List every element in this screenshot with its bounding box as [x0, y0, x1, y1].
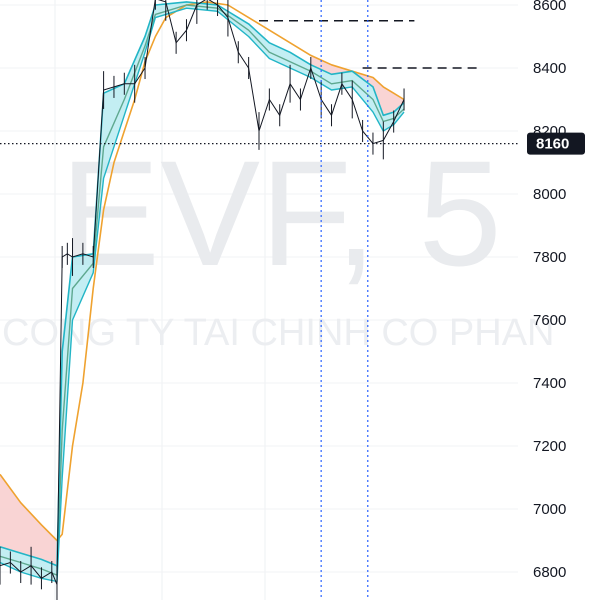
- y-tick-label: 8400: [533, 60, 566, 77]
- y-tick-label: 7800: [533, 249, 566, 266]
- y-tick-label: 7400: [533, 375, 566, 392]
- series-band-upper: [0, 1, 405, 567]
- y-tick-label: 7600: [533, 312, 566, 329]
- watermark-ticker: EVF, 5: [60, 129, 502, 297]
- price-levels[interactable]: [0, 0, 518, 600]
- current-price-value: 8160: [536, 136, 569, 153]
- y-tick-label: 6800: [533, 564, 566, 581]
- series: [0, 0, 405, 600]
- series-price: [0, 0, 405, 585]
- price-axis[interactable]: 8600840082008000780076007400720070006800…: [527, 0, 585, 581]
- band-fill: [0, 1, 404, 582]
- y-tick-label: 8600: [533, 0, 566, 14]
- indicator-bands: [0, 1, 404, 582]
- watermark: EVF, 5 CONG TY TAI CHINH CO PHAN: [2, 129, 554, 354]
- series-ma-slow: [0, 1, 405, 542]
- band-fill-down: [0, 458, 60, 566]
- current-price-tag[interactable]: [527, 132, 585, 155]
- y-tick-label: 7000: [533, 501, 566, 518]
- series-band-mid: [0, 4, 405, 576]
- y-tick-label: 8000: [533, 186, 566, 203]
- y-tick-label: 7200: [533, 438, 566, 455]
- watermark-company-name: CONG TY TAI CHINH CO PHAN: [2, 312, 554, 354]
- series-band-lower: [0, 7, 405, 583]
- band-fill-down: [310, 55, 404, 116]
